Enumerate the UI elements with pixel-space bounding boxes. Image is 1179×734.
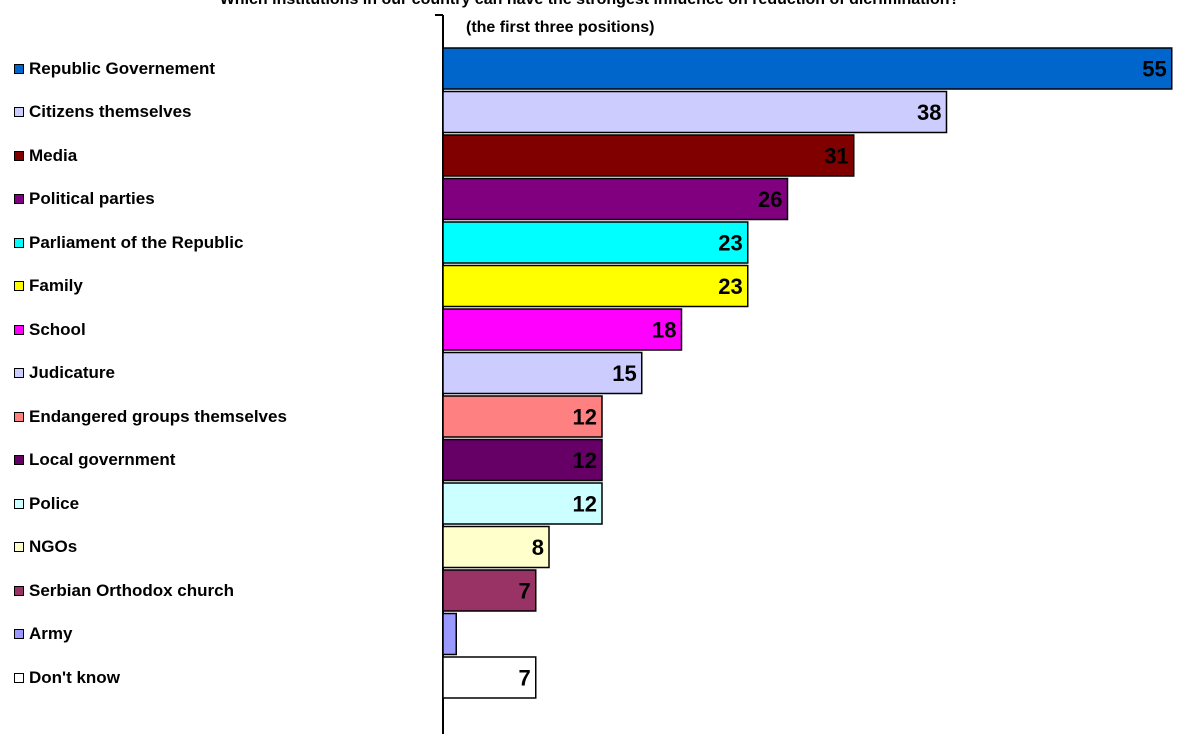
- bar-citizens-themselves: [442, 90, 948, 134]
- chart-title: Which institutions in our country can ha…: [0, 0, 1179, 9]
- data-label: 38: [917, 100, 941, 125]
- bar-political-parties: [442, 177, 789, 221]
- legend-swatch: [14, 585, 24, 596]
- data-label: 7: [519, 666, 531, 691]
- legend-swatch: [14, 281, 24, 291]
- legend-item: NGOs: [14, 537, 77, 557]
- legend-swatch: [14, 63, 24, 74]
- legend-swatch: [14, 629, 24, 639]
- legend-item: Serbian Orthodox church: [14, 581, 234, 601]
- data-label: 55: [1142, 57, 1166, 82]
- bar-army: [442, 612, 457, 656]
- legend-swatch: [14, 411, 24, 422]
- data-label: 26: [758, 187, 782, 212]
- legend-label: Serbian Orthodox church: [29, 580, 234, 600]
- legend-label: Family: [29, 276, 83, 295]
- data-label: 31: [824, 144, 848, 169]
- legend-label: School: [29, 319, 86, 339]
- legend-item: Judicature: [14, 363, 115, 383]
- bar-family: [442, 264, 749, 308]
- legend-label: Army: [29, 624, 73, 643]
- data-label: 18: [652, 318, 676, 343]
- legend-item: Army: [14, 624, 72, 644]
- legend-item: Don't know: [14, 668, 120, 688]
- legend-item: Police: [14, 494, 79, 514]
- legend-swatch: [14, 324, 24, 335]
- legend-label: Local government: [29, 450, 176, 469]
- data-label: 8: [532, 535, 544, 560]
- legend-item: Endangered groups themselves: [14, 407, 287, 427]
- data-label: 12: [573, 405, 597, 430]
- legend-swatch: [14, 107, 24, 117]
- legend-swatch: [14, 542, 24, 552]
- legend-swatch: [14, 237, 24, 248]
- bar-serbian-orthodox-church: [442, 569, 537, 612]
- data-label: 23: [718, 231, 742, 256]
- legend-item: Citizens themselves: [14, 102, 192, 122]
- legend-item: Local government: [14, 450, 175, 470]
- legend-swatch: [14, 498, 24, 509]
- legend-item: Family: [14, 276, 83, 296]
- legend-item: Republic Governement: [14, 59, 215, 79]
- legend-label: Endangered groups themselves: [29, 406, 287, 426]
- bar-ngos: [442, 525, 550, 569]
- legend-swatch: [14, 150, 24, 161]
- legend-label: Don't know: [29, 667, 120, 687]
- legend-item: School: [14, 320, 86, 340]
- legend-swatch: [14, 194, 24, 204]
- legend-label: Judicature: [29, 363, 115, 382]
- legend-label: Republic Governement: [29, 58, 216, 78]
- legend-swatch: [14, 672, 24, 683]
- chart-subtitle: (the first three positions): [466, 19, 655, 36]
- legend-label: Police: [29, 493, 80, 513]
- bar-judicature: [442, 351, 643, 395]
- data-label: 15: [612, 361, 636, 386]
- bar-don-t-know: [442, 656, 537, 699]
- data-label: 12: [573, 448, 597, 473]
- bar-endangered-groups-themselves: [442, 395, 603, 438]
- bar-media: [442, 134, 855, 177]
- bar-republic-governement: [442, 47, 1173, 90]
- legend-label: NGOs: [29, 537, 78, 556]
- legend-swatch: [14, 368, 24, 378]
- legend-label: Parliament of the Republic: [29, 232, 244, 252]
- legend-swatch: [14, 455, 24, 465]
- bar-parliament-of-the-republic: [442, 221, 749, 264]
- data-label: 7: [519, 579, 531, 604]
- bar-local-government: [442, 438, 603, 482]
- bar-police: [442, 482, 603, 525]
- legend-item: Media: [14, 146, 77, 166]
- legend-label: Media: [29, 145, 78, 165]
- legend-item: Parliament of the Republic: [14, 233, 243, 253]
- data-label: 23: [718, 274, 742, 299]
- legend-label: Citizens themselves: [29, 102, 192, 121]
- data-label: 12: [573, 492, 597, 517]
- bar-school: [442, 308, 683, 351]
- legend-label: Political parties: [29, 189, 155, 208]
- legend-item: Political parties: [14, 189, 155, 209]
